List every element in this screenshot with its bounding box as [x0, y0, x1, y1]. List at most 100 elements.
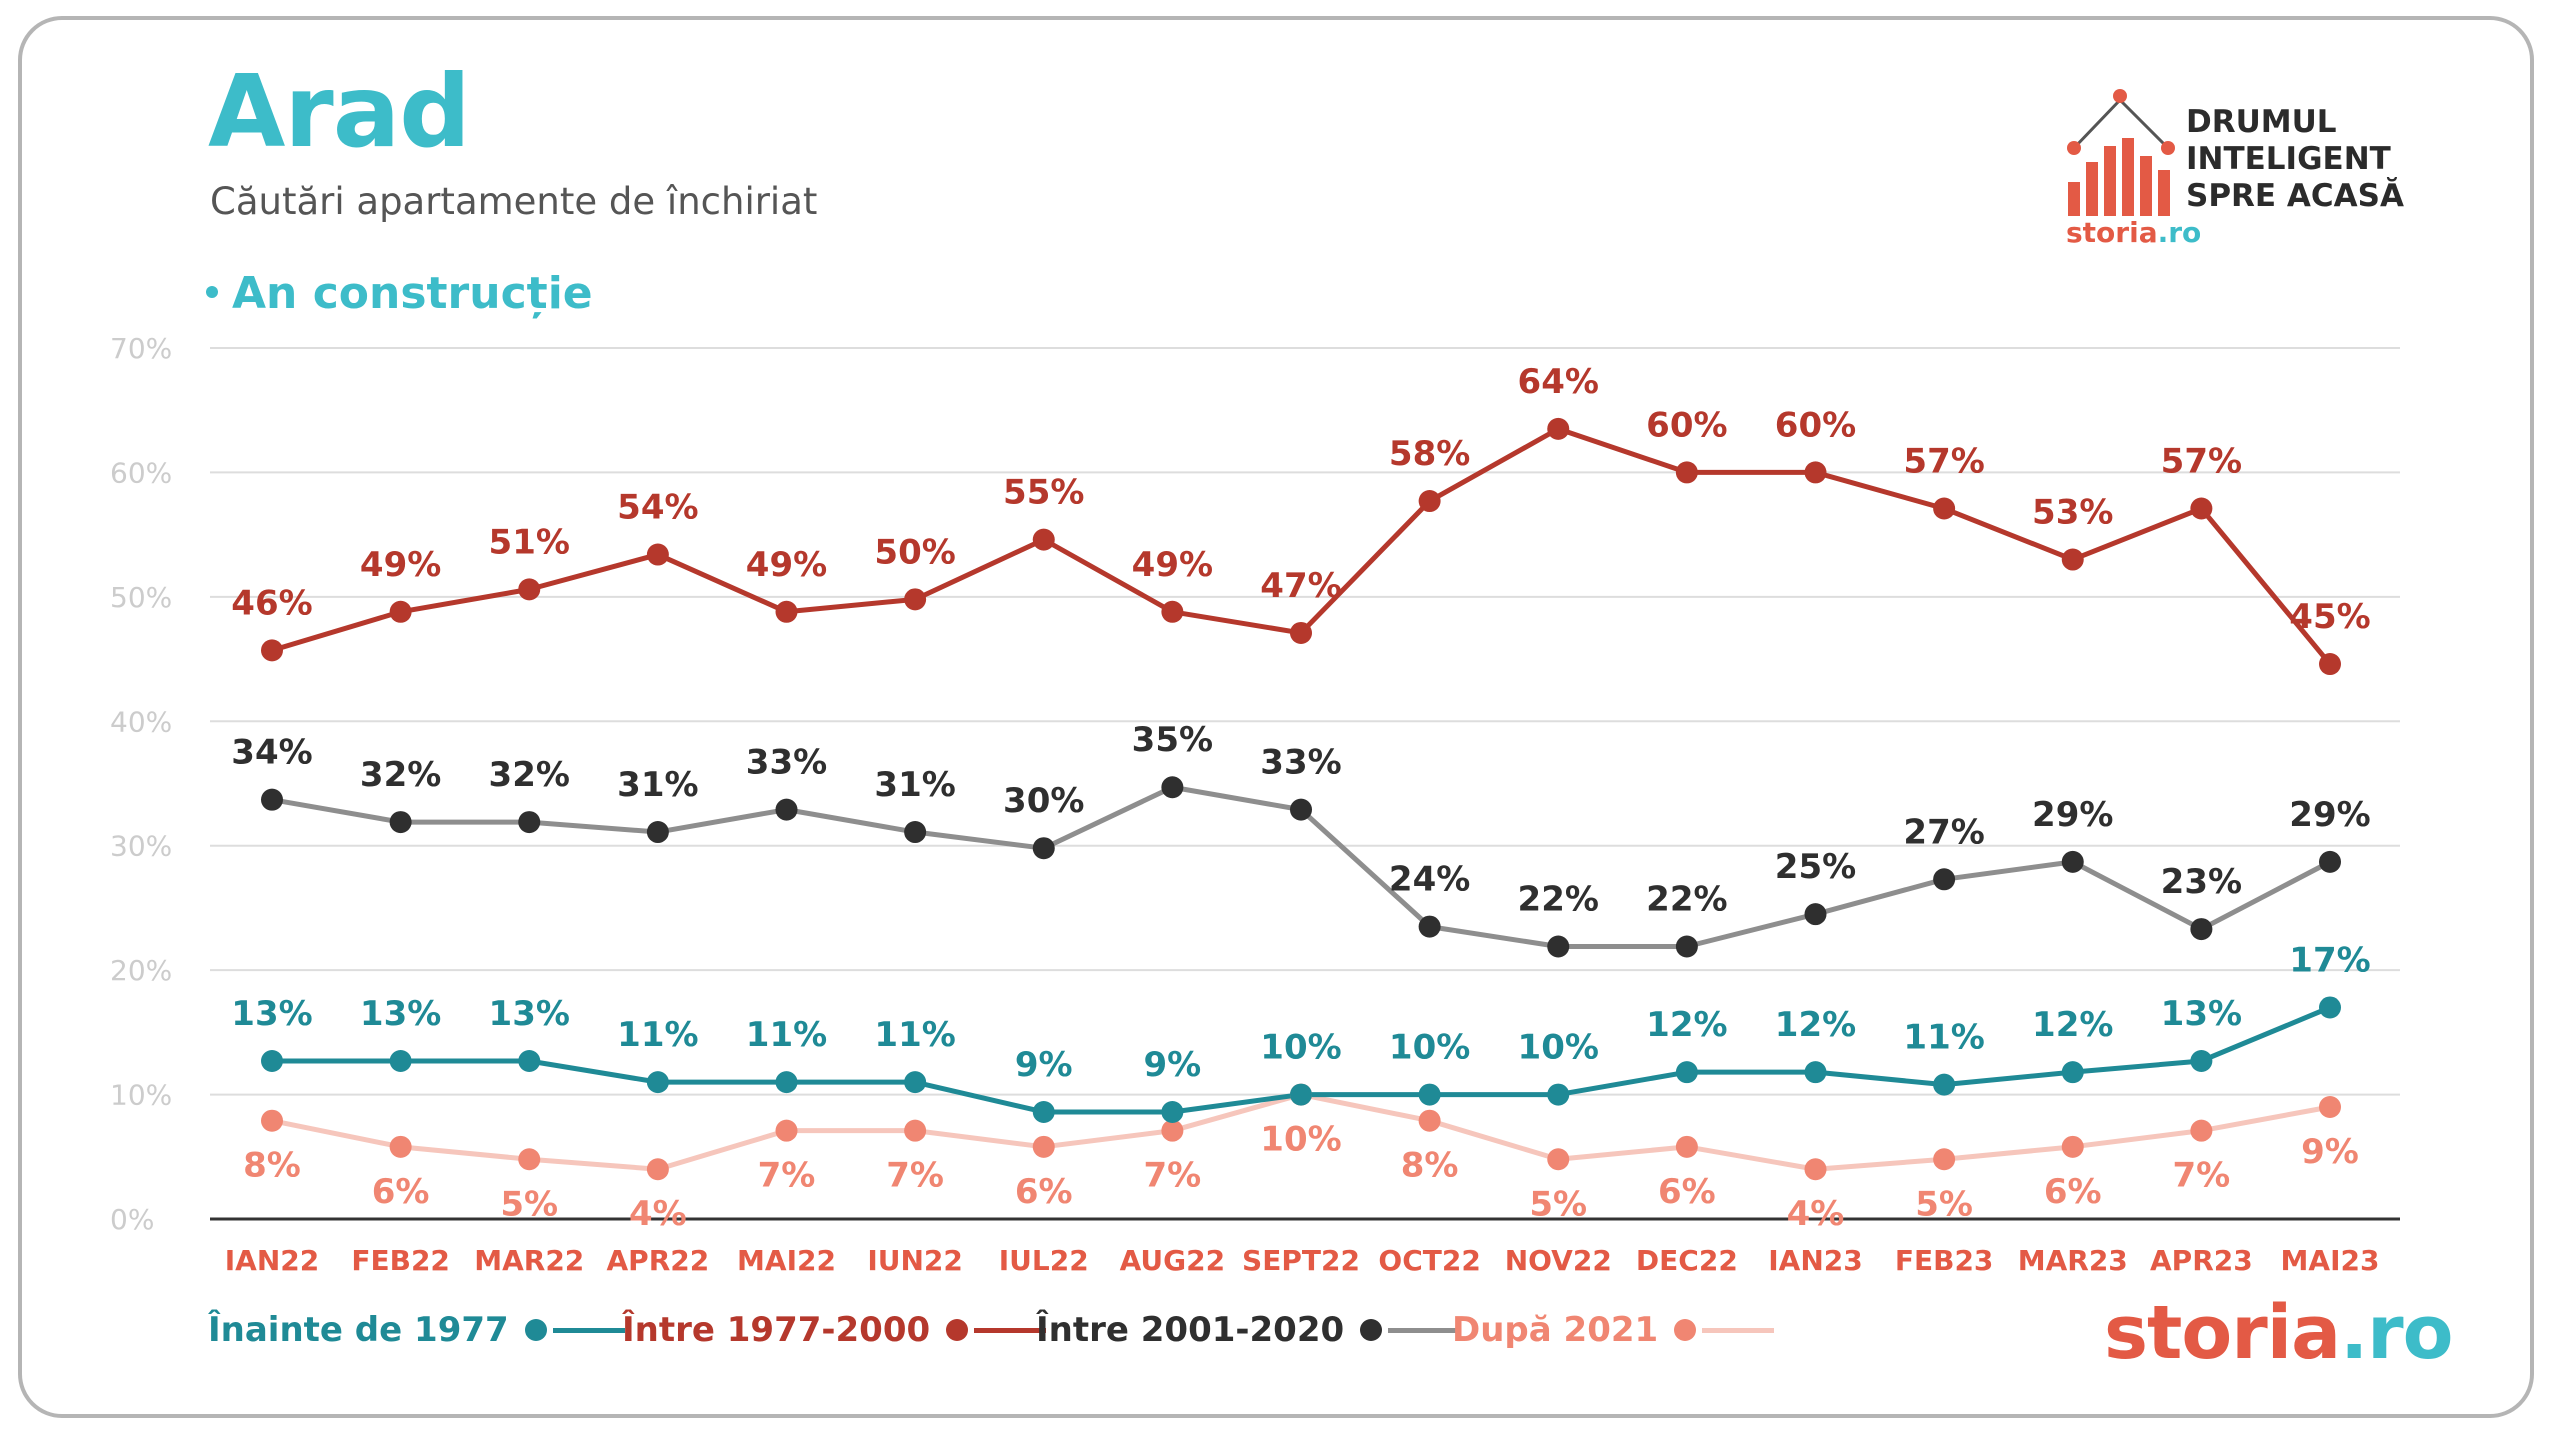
- data-point: [1933, 497, 1956, 520]
- data-point: [1032, 528, 1055, 551]
- data-point: [518, 811, 541, 834]
- data-label: 31%: [617, 765, 698, 805]
- data-label: 7%: [1144, 1156, 1202, 1196]
- data-point: [1547, 935, 1570, 958]
- data-label: 9%: [1144, 1045, 1202, 1085]
- bullet-icon: [206, 286, 218, 298]
- x-tick-label: IUL22: [999, 1244, 1089, 1277]
- data-label: 47%: [1260, 566, 1341, 606]
- x-tick-label: SEPT22: [1242, 1244, 1360, 1277]
- data-label: 57%: [1903, 442, 1984, 482]
- data-point: [2061, 850, 2084, 873]
- data-label: 25%: [1775, 847, 1856, 887]
- data-point: [2190, 1049, 2213, 1072]
- x-tick-label: DEC22: [1636, 1244, 1738, 1277]
- data-label: 31%: [874, 765, 955, 805]
- legend-label: După 2021: [1452, 1310, 1659, 1350]
- data-point: [389, 1049, 412, 1072]
- data-label: 10%: [1518, 1028, 1599, 1068]
- legend-line-marker-icon: [524, 1310, 625, 1350]
- data-label: 49%: [1132, 545, 1213, 585]
- data-label: 58%: [1389, 434, 1470, 474]
- data-label: 11%: [746, 1015, 827, 1055]
- data-label: 13%: [489, 994, 570, 1034]
- data-label: 50%: [874, 532, 955, 572]
- data-point: [1290, 621, 1312, 644]
- data-point: [261, 1049, 283, 1072]
- x-tick-label: MAI22: [737, 1244, 836, 1277]
- logo-site-tld: .ro: [2157, 216, 2202, 249]
- data-label: 10%: [1260, 1120, 1341, 1160]
- data-point: [1032, 1135, 1055, 1158]
- data-label: 22%: [1518, 880, 1599, 920]
- logo-line-3: SPRE ACASĂ: [2186, 178, 2404, 214]
- data-label: 6%: [372, 1172, 430, 1212]
- data-point: [2319, 850, 2341, 873]
- legend-label: Între 1977-2000: [622, 1310, 931, 1350]
- x-tick-label: MAR22: [474, 1244, 584, 1277]
- brand-logo: storia.ro: [2104, 1290, 2454, 1376]
- data-point: [1032, 1100, 1055, 1123]
- data-point: [1933, 1073, 1956, 1096]
- x-tick-label: IUN22: [867, 1244, 963, 1277]
- data-point: [646, 1071, 669, 1094]
- data-point: [1418, 915, 1441, 938]
- data-point: [1161, 1100, 1184, 1123]
- legend-item-before-1977: Înainte de 1977: [208, 1300, 625, 1360]
- data-point: [1675, 1135, 1698, 1158]
- data-point: [1675, 461, 1698, 484]
- x-tick-label: FEB22: [351, 1244, 450, 1277]
- data-point: [1418, 1109, 1441, 1132]
- data-point: [2190, 918, 2213, 941]
- data-label: 46%: [231, 583, 312, 623]
- section-heading: An construcție: [206, 268, 593, 319]
- data-label: 5%: [500, 1184, 558, 1224]
- x-tick-label: FEB23: [1895, 1244, 1994, 1277]
- data-point: [1804, 461, 1827, 484]
- legend-item-2001-2020: Între 2001-2020: [1036, 1300, 1461, 1360]
- brand-tld: .ro: [2340, 1290, 2453, 1376]
- data-point: [2061, 548, 2084, 571]
- data-point: [1032, 837, 1055, 860]
- data-point: [1804, 1061, 1827, 1084]
- data-point: [518, 1049, 541, 1072]
- x-tick-label: NOV22: [1505, 1244, 1612, 1277]
- data-label: 64%: [1518, 362, 1599, 402]
- data-label: 12%: [1775, 1005, 1856, 1045]
- legend-item-after-2021: După 2021: [1452, 1300, 1775, 1360]
- y-tick-label: 60%: [110, 456, 172, 489]
- data-point: [518, 578, 541, 601]
- data-point: [261, 639, 283, 662]
- y-tick-label: 20%: [110, 954, 172, 987]
- data-label: 51%: [489, 522, 570, 562]
- data-label: 60%: [1775, 405, 1856, 445]
- data-point: [1161, 1119, 1184, 1142]
- data-point: [2319, 996, 2341, 1019]
- data-label: 10%: [1389, 1028, 1470, 1068]
- data-point: [1804, 1158, 1827, 1181]
- data-label: 29%: [2032, 795, 2113, 835]
- data-label: 27%: [1903, 812, 1984, 852]
- drumul-logo-icon: [2067, 89, 2175, 216]
- data-point: [646, 1158, 669, 1181]
- x-tick-label: IAN22: [225, 1244, 320, 1277]
- x-tick-label: AUG22: [1120, 1244, 1226, 1277]
- data-point: [775, 798, 798, 821]
- data-label: 29%: [2289, 795, 2370, 835]
- data-point: [2319, 653, 2341, 676]
- data-point: [1290, 1083, 1312, 1106]
- data-label: 13%: [231, 994, 312, 1034]
- data-label: 13%: [2161, 994, 2242, 1034]
- data-label: 6%: [1658, 1172, 1716, 1212]
- data-label: 11%: [874, 1015, 955, 1055]
- data-label: 13%: [360, 994, 441, 1034]
- data-label: 12%: [2032, 1005, 2113, 1045]
- x-tick-label: APR22: [607, 1244, 710, 1277]
- chart-title: Arad: [208, 53, 471, 170]
- data-point: [904, 821, 927, 844]
- data-label: 11%: [1903, 1018, 1984, 1058]
- data-point: [261, 788, 283, 811]
- data-label: 60%: [1646, 405, 1727, 445]
- y-tick-label: 0%: [110, 1203, 154, 1236]
